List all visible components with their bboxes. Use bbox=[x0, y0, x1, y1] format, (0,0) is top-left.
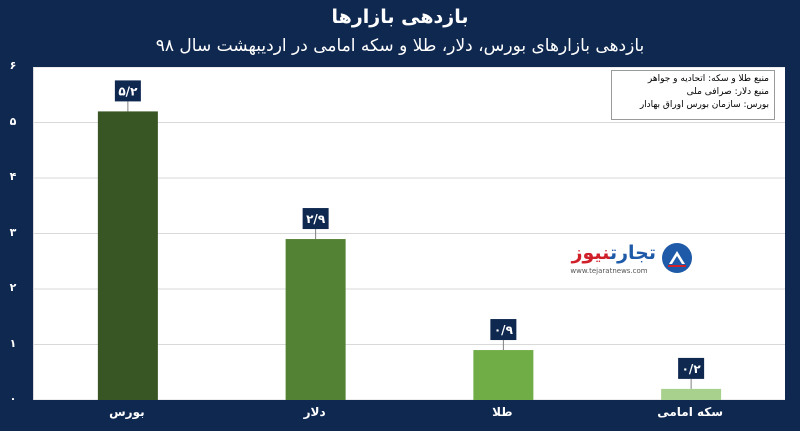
y-tick-label-2: ۲ bbox=[9, 281, 17, 294]
sources-box: منبع طلا و سکه: اتحادیه و جواهر منبع دلا… bbox=[611, 70, 775, 120]
chart-subtitle: بازدهی بازارهای بورس، دلار، طلا و سکه ام… bbox=[155, 36, 645, 56]
x-tick-label-1: دلار bbox=[303, 405, 326, 419]
x-tick-label-0: بورس bbox=[109, 405, 145, 419]
x-tick-label-2: طلا bbox=[492, 405, 513, 419]
tejarat-news-logo: تجارتنیوز www.tejaratnews.com bbox=[560, 240, 694, 284]
plot-area: ۵/۲ ۲/۹ ۰/۹ ۰/۲ bbox=[33, 67, 785, 400]
data-label-box-1 bbox=[302, 208, 329, 230]
bar-2 bbox=[473, 350, 534, 400]
tejarat-news-logo-icon bbox=[662, 243, 692, 273]
data-label-0: ۵/۲ bbox=[118, 84, 138, 98]
data-label-box-2 bbox=[490, 319, 517, 341]
logo-url: www.tejaratnews.com bbox=[570, 267, 648, 275]
chart-title: بازدهی بازارها bbox=[331, 6, 469, 28]
bar-0 bbox=[97, 111, 158, 400]
logo-name-part1: تجارت bbox=[609, 242, 656, 264]
y-tick-label-4: ۴ bbox=[9, 170, 17, 183]
y-tick-label-6: ۶ bbox=[9, 59, 17, 72]
data-label-box-3 bbox=[678, 357, 705, 379]
bar-chart: ۵/۲ ۲/۹ ۰/۹ ۰/۲ bbox=[34, 67, 785, 400]
data-label-1: ۲/۹ bbox=[306, 212, 326, 226]
logo-name-part2: نیوز bbox=[571, 242, 610, 264]
bar-3 bbox=[661, 388, 722, 400]
y-tick-label-3: ۳ bbox=[9, 225, 17, 239]
source-line-dollar: منبع دلار: صرافی ملی bbox=[686, 87, 769, 97]
data-label-3: ۰/۲ bbox=[682, 362, 702, 376]
bar-1 bbox=[285, 239, 346, 400]
y-tick-label-5: ۵ bbox=[9, 114, 17, 128]
source-line-gold-coin: منبع طلا و سکه: اتحادیه و جواهر bbox=[647, 74, 769, 84]
source-line-stock: بورس: سازمان بورس اوراق بهادار bbox=[639, 100, 769, 110]
y-tick-label-1: ۱ bbox=[9, 336, 17, 350]
data-label-box-0 bbox=[114, 80, 141, 102]
logo-wordmark: تجارتنیوز bbox=[560, 240, 656, 266]
y-tick-label-0: ۰ bbox=[9, 392, 17, 405]
data-label-2: ۰/۹ bbox=[494, 323, 514, 337]
x-tick-label-3: سکه امامی bbox=[657, 405, 724, 419]
